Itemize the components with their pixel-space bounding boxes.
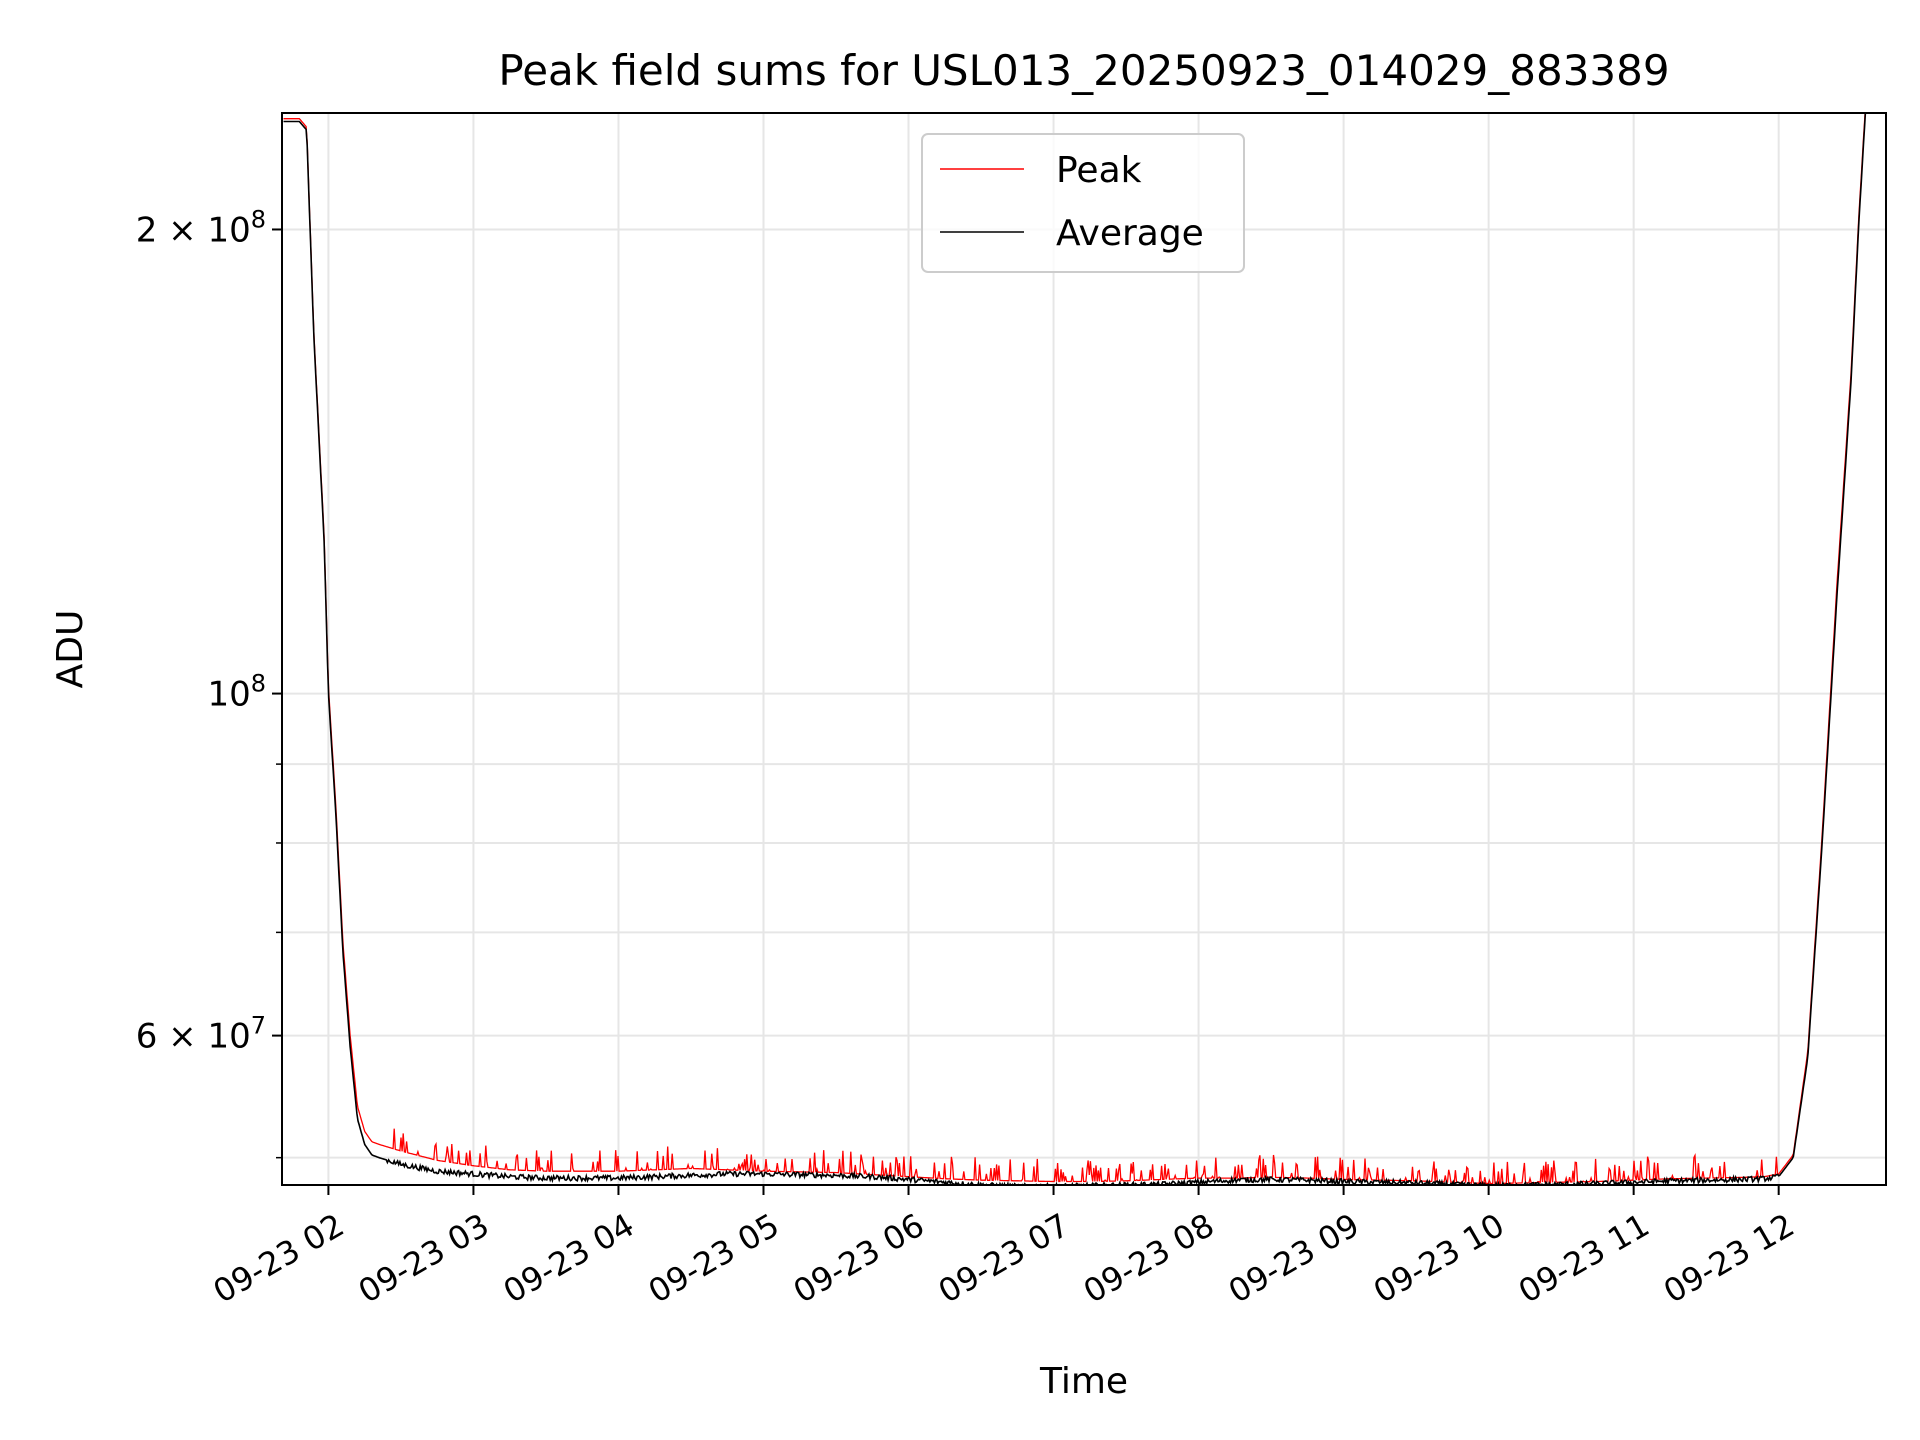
legend-average-label: Average [1056,213,1204,254]
legend-peak-label: Peak [1056,150,1142,191]
y-tick-label: 108 [207,670,266,715]
series-line-peak [283,113,1866,1185]
legend: Peak Average [921,133,1245,273]
chart-title: Peak field sums for USL013_20250923_0140… [498,46,1669,95]
plot-frame [281,112,1887,1186]
y-axis-label: ADU [50,610,91,689]
y-tick-label: 2 × 108 [136,205,266,250]
y-axis: 2 × 108 108 6 × 107 [136,205,282,1159]
grid [282,113,1886,1185]
x-axis-label: Time [1039,1361,1128,1402]
y-tick-label: 6 × 107 [136,1012,266,1057]
